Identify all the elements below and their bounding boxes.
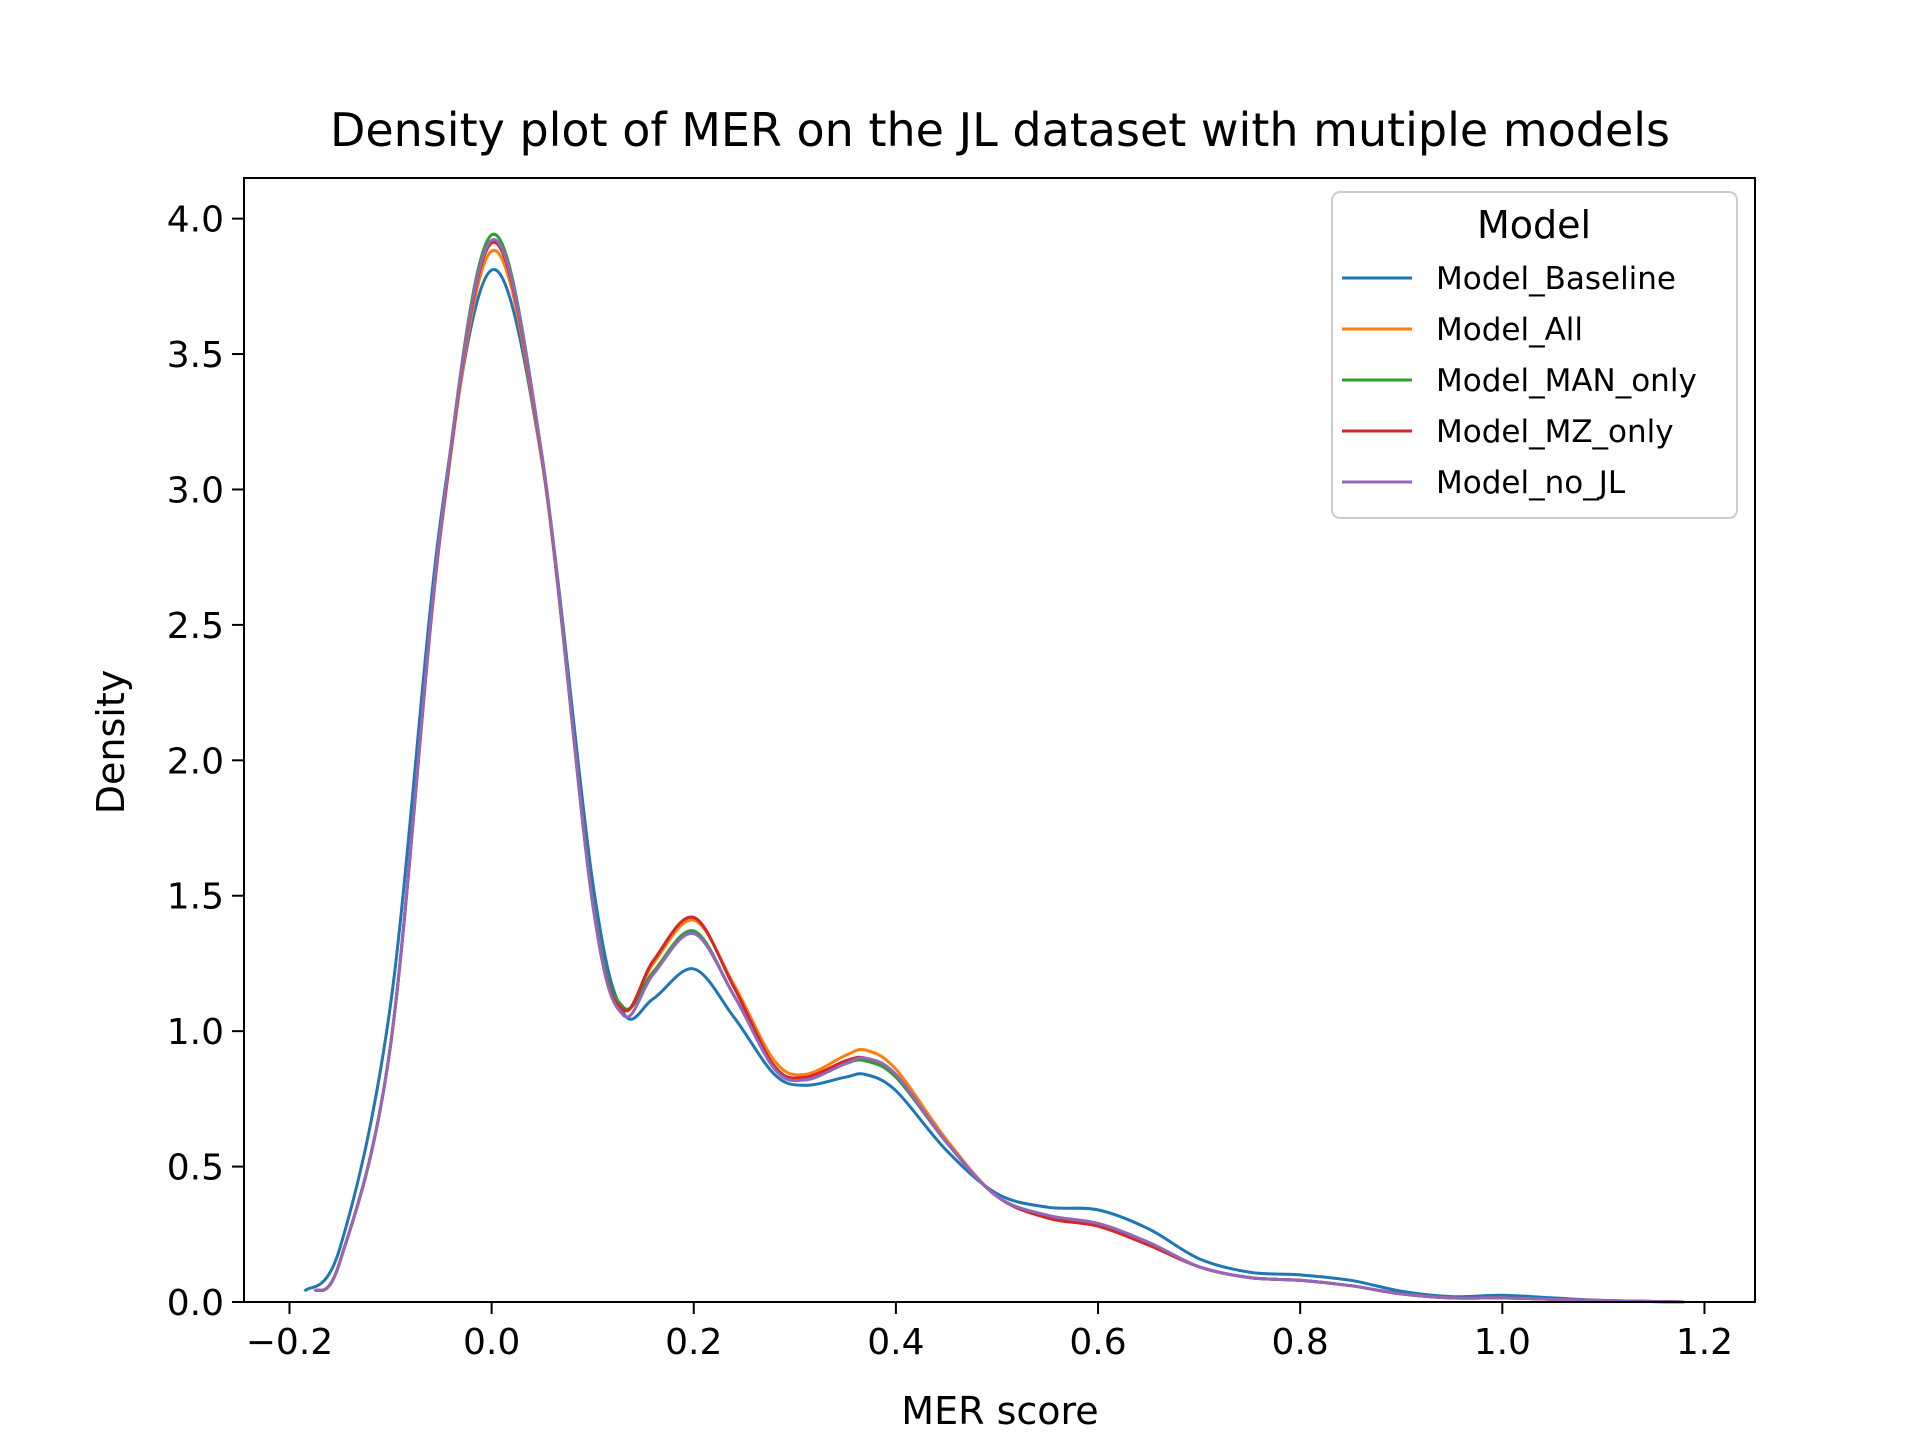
y-tick-label: 0.5 bbox=[167, 1148, 224, 1189]
legend-label: Model_MZ_only bbox=[1436, 414, 1674, 450]
y-axis: 0.0 0.5 1.0 1.5 2.0 2.5 3.0 3.5 4.0 bbox=[167, 200, 244, 1324]
x-tick-label: −0.2 bbox=[246, 1322, 333, 1363]
legend-items: Model_Baseline Model_All Model_MAN_only Mod… bbox=[1342, 261, 1697, 501]
y-axis-label: Density bbox=[89, 670, 133, 814]
series-line-model-no-jl bbox=[313, 238, 1685, 1304]
legend-box bbox=[1331, 191, 1738, 519]
y-tick-label: 1.0 bbox=[167, 1012, 224, 1053]
series-layer bbox=[303, 232, 1685, 1304]
x-tick-label: 0.0 bbox=[463, 1322, 520, 1363]
legend-label: Model_Baseline bbox=[1436, 261, 1676, 297]
x-tick-label: 0.4 bbox=[867, 1322, 924, 1363]
chart-title: Density plot of MER on the JL dataset wi… bbox=[330, 103, 1670, 157]
y-tick-label: 4.0 bbox=[167, 200, 224, 241]
x-tick-label: 0.8 bbox=[1272, 1322, 1329, 1363]
y-tick-label: 2.0 bbox=[167, 741, 224, 782]
y-tick-label: 0.0 bbox=[167, 1283, 224, 1324]
legend-label: Model_no_JL bbox=[1436, 465, 1626, 501]
x-tick-label: 1.0 bbox=[1474, 1322, 1531, 1363]
y-tick-label: 2.5 bbox=[167, 606, 224, 647]
x-axis-label: MER score bbox=[901, 1389, 1098, 1433]
y-tick-label: 3.0 bbox=[167, 470, 224, 511]
legend-label: Model_MAN_only bbox=[1436, 363, 1697, 399]
axes-frame bbox=[243, 177, 1756, 1303]
x-axis: −0.2 0.0 0.2 0.4 0.6 0.8 1.0 1.2 bbox=[246, 1302, 1733, 1363]
legend-label: Model_All bbox=[1436, 312, 1583, 348]
x-tick-label: 1.2 bbox=[1676, 1322, 1733, 1363]
y-tick-label: 1.5 bbox=[167, 877, 224, 918]
y-tick-label: 3.5 bbox=[167, 335, 224, 376]
legend: Model Model_Baseline Model_All Model_MAN_o… bbox=[1331, 191, 1738, 519]
x-tick-label: 0.2 bbox=[665, 1322, 722, 1363]
x-tick-label: 0.6 bbox=[1069, 1322, 1126, 1363]
legend-title: Model bbox=[1477, 203, 1591, 247]
